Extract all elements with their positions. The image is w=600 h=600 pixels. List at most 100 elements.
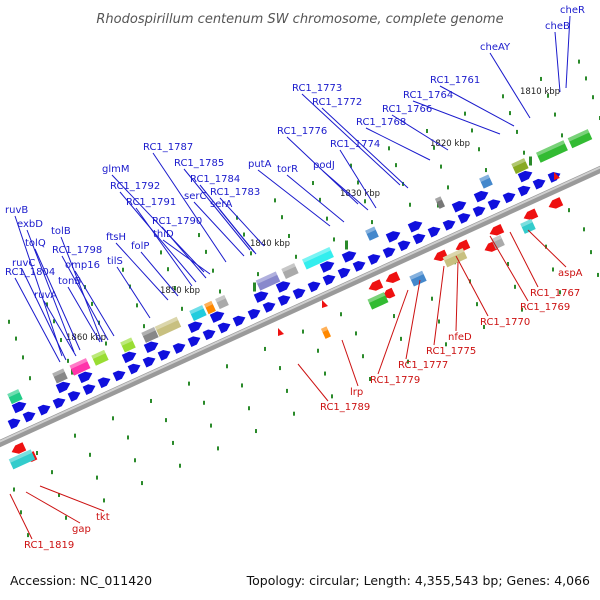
tick-dot: [51, 470, 53, 475]
tick-dot: [568, 208, 570, 213]
forward-feature-box-rect: [434, 196, 446, 209]
forward-gene-label: torR: [277, 164, 298, 175]
reverse-leader-line: [39, 485, 105, 512]
forward-gene-arrow: [275, 281, 291, 293]
tick-dot: [255, 429, 257, 434]
forward-leader-line: [74, 270, 115, 337]
forward-gene-arrow: [52, 397, 66, 409]
forward-gene-arrow-shape: [143, 341, 159, 354]
tick-dot: [257, 272, 259, 277]
forward-gene-label: RC1_1804: [5, 267, 55, 278]
forward-gene-arrow: [121, 351, 137, 364]
forward-feature-box-rect: [189, 305, 207, 321]
backbone-highlight: [0, 166, 600, 443]
reverse-gene-label: RC1_1777: [398, 360, 448, 371]
tick-dot: [464, 111, 466, 116]
tick-dot: [67, 358, 69, 363]
forward-leader-line: [135, 207, 193, 287]
forward-gene-arrow-shape: [11, 401, 27, 414]
forward-gene-arrow-shape: [217, 322, 231, 334]
forward-gene-label: ruvA: [34, 290, 57, 301]
tick-dot: [13, 487, 15, 492]
forward-gene-arrow-shape: [172, 343, 186, 354]
tick-dot: [438, 319, 440, 324]
forward-feature-box: [479, 174, 493, 189]
forward-gene-arrow-shape: [337, 267, 351, 279]
forward-gene-arrow-shape: [22, 411, 36, 423]
forward-gene-arrow-shape: [397, 240, 411, 252]
forward-gene-arrow-shape: [187, 336, 201, 348]
forward-feature-box-shine: [52, 368, 65, 377]
tick-dot: [395, 163, 397, 168]
tick-dot: [8, 319, 10, 324]
reverse-gene-label: RC1_1779: [370, 375, 420, 386]
forward-gene-arrow-shape: [385, 231, 401, 243]
tick-dot: [509, 111, 511, 116]
forward-gene-arrow: [442, 219, 456, 231]
tick-dot: [523, 150, 525, 155]
reverse-feature-box-rect: [520, 218, 536, 234]
forward-gene-arrow: [517, 170, 533, 183]
forward-feature-box: [365, 226, 379, 241]
forward-feature-box-rect: [141, 327, 159, 343]
tick-dot: [597, 272, 599, 277]
forward-leader-line: [391, 114, 449, 151]
tick-dot: [592, 95, 594, 100]
forward-feature-box-shine: [567, 129, 590, 142]
summary-text: Topology: circular; Length: 4,355,543 bp…: [246, 573, 590, 588]
tick-dot: [279, 366, 281, 371]
forward-leader-line: [322, 170, 369, 211]
forward-feature-box: [536, 140, 568, 163]
tick-dot: [103, 498, 105, 503]
reverse-gene-arrow-shape: [523, 208, 539, 221]
forward-gene-arrow: [157, 350, 171, 361]
reverse-feature-box-rect: [409, 270, 427, 287]
forward-feature-box-rect: [204, 300, 216, 315]
forward-gene-arrow-shape: [67, 391, 81, 402]
forward-gene-arrow-shape: [262, 302, 276, 313]
forward-gene-arrow: [217, 322, 231, 334]
tick-dot: [333, 237, 335, 242]
tick-dot: [150, 398, 152, 403]
tick-dot: [181, 306, 183, 311]
forward-gene-arrow-shape: [307, 281, 321, 293]
reverse-leader-line: [527, 229, 567, 268]
forward-gene-arrow: [352, 261, 366, 272]
reverse-gene-label: tkt: [96, 512, 110, 523]
tick-dot: [478, 147, 480, 152]
forward-feature-box-rect: [479, 174, 493, 189]
forward-leader-line: [301, 93, 401, 186]
forward-leader-line: [321, 107, 409, 189]
forward-gene-arrow-shape: [232, 315, 246, 327]
reverse-feature-box-shine: [409, 270, 424, 280]
forward-gene-arrow-shape: [412, 233, 426, 245]
reverse-gene-arrow: [382, 287, 396, 299]
tick-dot: [91, 301, 93, 306]
forward-feature-box-rect: [120, 337, 136, 353]
forward-gene-arrow-shape: [451, 200, 467, 213]
forward-feature-box-shine: [281, 263, 296, 273]
tick-dot: [210, 423, 212, 428]
tick-dot: [27, 533, 29, 538]
tick-label: 1820 kbp: [430, 139, 470, 149]
forward-gene-label: RC1_1798: [52, 245, 102, 256]
forward-gene-label: RC1_1790: [152, 216, 202, 227]
tick-dot: [340, 312, 342, 317]
forward-gene-label: RC1_1766: [382, 104, 432, 115]
forward-gene-arrow-shape: [253, 291, 269, 303]
forward-gene-arrow-shape: [341, 251, 357, 263]
forward-gene-arrow-shape: [277, 295, 291, 306]
forward-feature-box-shine: [302, 247, 331, 263]
tick-dot: [559, 290, 561, 295]
forward-feature-box: [52, 368, 68, 384]
forward-gene-label: exbD: [17, 219, 43, 230]
tick-dot: [547, 93, 549, 98]
forward-feature-box-rect: [365, 226, 379, 241]
forward-feature-box-rect: [91, 349, 109, 366]
forward-feature-box: [255, 271, 281, 291]
forward-gene-arrow-shape: [319, 261, 335, 273]
tick-dot: [431, 296, 433, 301]
forward-gene-label: ruvC: [12, 258, 35, 269]
forward-gene-arrow-shape: [52, 397, 66, 409]
forward-leader-line: [26, 229, 75, 353]
